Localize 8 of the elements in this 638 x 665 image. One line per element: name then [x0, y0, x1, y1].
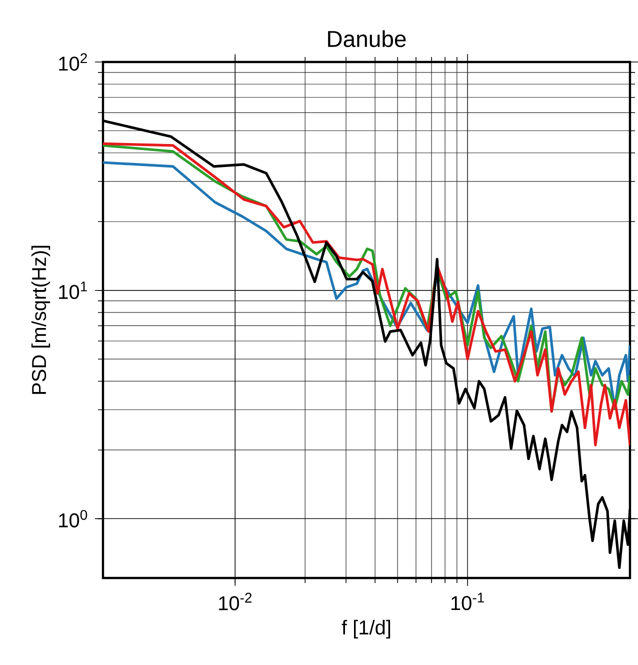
x-axis-title: f [1/d]: [342, 620, 390, 639]
y-tick-label: 10$^{0}$: [58, 510, 87, 528]
x-tick-label: 10$^{-1}$: [451, 592, 484, 610]
y-tick-label: 10$^{1}$: [58, 282, 87, 300]
chart-title: Danube: [328, 30, 406, 48]
x-tick-label: 10$^{-2}$: [218, 592, 252, 610]
y-tick-label: 10$^{2}$: [58, 53, 87, 71]
y-axis-title: PSD [m/sqrt(Hz)]: [31, 246, 50, 394]
